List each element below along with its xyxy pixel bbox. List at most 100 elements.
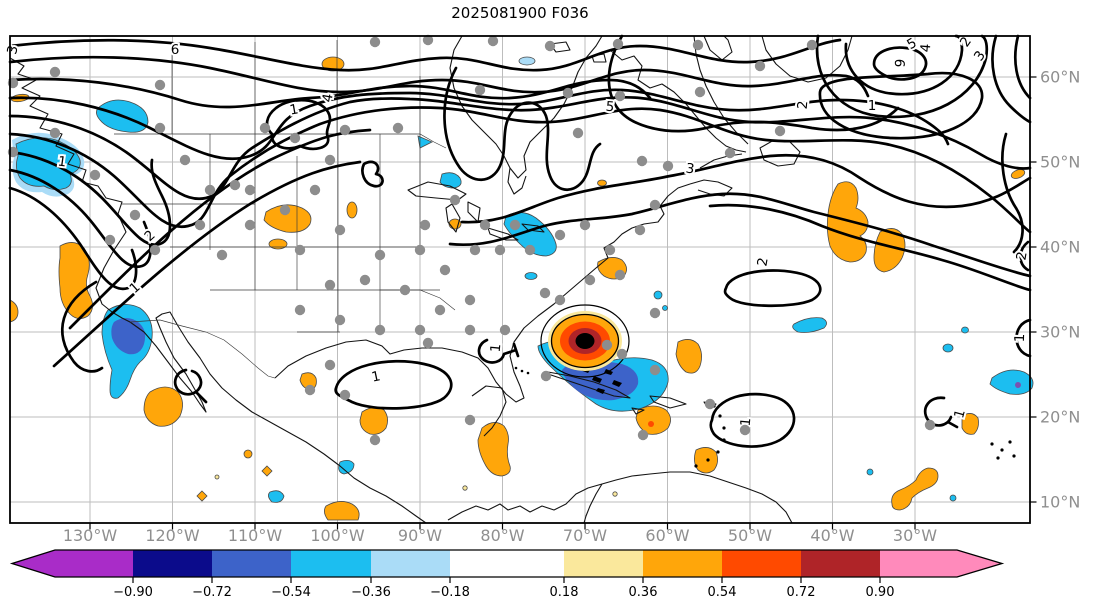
- station-dot: [649, 199, 661, 211]
- station-dot: [754, 60, 766, 72]
- station-dot: [89, 169, 101, 181]
- station-dot: [649, 364, 661, 376]
- station-dot: [324, 279, 336, 291]
- station-dot: [324, 154, 336, 166]
- station-dot: [414, 324, 426, 336]
- station-dot: [562, 87, 574, 99]
- station-dot: [154, 122, 166, 134]
- contour-label: 5: [605, 99, 615, 116]
- colorbar-right-arrow: [957, 550, 1002, 577]
- colorbar-tick-label: −0.36: [351, 585, 391, 600]
- station-dot: [399, 284, 411, 296]
- y-tick-label: 40°N: [1040, 237, 1081, 257]
- colorbar-tick-label: 0.54: [707, 585, 737, 600]
- contour-label: 4: [319, 92, 336, 103]
- station-dot: [524, 244, 536, 256]
- station-dot: [724, 147, 736, 159]
- station-dot: [634, 224, 646, 236]
- station-dot: [244, 184, 256, 196]
- station-dot: [194, 219, 206, 231]
- x-tick-label: 120°W: [145, 526, 200, 545]
- colorbar-segment: [450, 550, 564, 577]
- x-tick-label: 60°W: [645, 526, 690, 545]
- station-dot: [572, 127, 584, 139]
- station-dot: [584, 274, 596, 286]
- station-dot: [339, 124, 351, 136]
- contour-label: 1: [738, 417, 755, 427]
- station-dot: [334, 314, 346, 326]
- station-dot: [289, 132, 301, 144]
- station-dot: [244, 219, 256, 231]
- station-dot: [419, 219, 431, 231]
- station-dot: [544, 40, 556, 52]
- colorbar-segment: [212, 550, 291, 577]
- colorbar-outline: [9, 549, 1005, 578]
- station-dot: [694, 86, 706, 98]
- station-dot: [554, 294, 566, 306]
- contour-label: 2: [795, 100, 812, 110]
- station-dot: [739, 424, 751, 436]
- station-dot: [469, 244, 481, 256]
- station-dot: [422, 337, 434, 349]
- colorbar-tick-label: −0.90: [113, 585, 153, 600]
- colorbar-tick-label: 0.18: [549, 585, 579, 600]
- station-dot: [604, 244, 616, 256]
- station-dot: [374, 324, 386, 336]
- y-tick-label: 50°N: [1040, 152, 1081, 172]
- station-dot: [309, 184, 321, 196]
- station-dots: [7, 34, 936, 446]
- station-dot: [612, 38, 624, 50]
- station-dot: [806, 39, 818, 51]
- y-tick-label: 10°N: [1040, 492, 1081, 512]
- station-dot: [374, 249, 386, 261]
- colorbar-tick-label: 0.36: [628, 585, 658, 600]
- map-frame: [9, 35, 1031, 524]
- contour-label: 6: [171, 42, 180, 58]
- station-dot: [554, 229, 566, 241]
- station-dot: [662, 160, 674, 172]
- station-dot: [487, 35, 499, 47]
- station-dot: [149, 244, 161, 256]
- x-tick-label: 40°W: [810, 526, 855, 545]
- station-dot: [539, 287, 551, 299]
- contour-label: 1: [951, 408, 969, 420]
- y-tick-label: 30°N: [1040, 322, 1081, 342]
- colorbar-segment: [291, 550, 371, 577]
- colorbar-segment: [801, 550, 880, 577]
- plot-title: 2025081900 F036: [451, 4, 589, 22]
- station-dot: [179, 154, 191, 166]
- contour-label: 2: [754, 256, 771, 267]
- contour-label: 1: [370, 368, 382, 385]
- station-dot: [334, 224, 346, 236]
- x-tick-label: 70°W: [562, 526, 608, 545]
- station-dot: [154, 79, 166, 91]
- station-dot: [509, 219, 521, 231]
- station-dot: [216, 249, 228, 261]
- station-dot: [369, 36, 381, 48]
- station-dot: [104, 234, 116, 246]
- colorbar-tick-label: 0.72: [786, 585, 816, 600]
- station-dot: [616, 348, 628, 360]
- station-dot: [614, 90, 626, 102]
- colorbar: [9, 549, 1005, 583]
- contour-label: 2: [1013, 250, 1030, 261]
- positive-anomaly-bullseye: [540, 304, 630, 378]
- y-tick-label: 20°N: [1040, 407, 1081, 427]
- station-dot: [774, 125, 786, 137]
- station-dot: [540, 370, 552, 382]
- station-dot: [434, 304, 446, 316]
- station-dot: [229, 179, 241, 191]
- station-dot: [339, 389, 351, 401]
- station-dot: [924, 419, 936, 431]
- station-dot: [494, 244, 506, 256]
- height-contours: [8, 34, 1032, 448]
- station-dot: [324, 359, 336, 371]
- colorbar-segment: [564, 550, 643, 577]
- colorbar-segment: [55, 550, 133, 577]
- colorbar-tick-label: −0.72: [192, 585, 232, 600]
- contour-label: 3: [685, 160, 696, 177]
- colorbar-left-arrow: [12, 550, 55, 577]
- station-dot: [464, 414, 476, 426]
